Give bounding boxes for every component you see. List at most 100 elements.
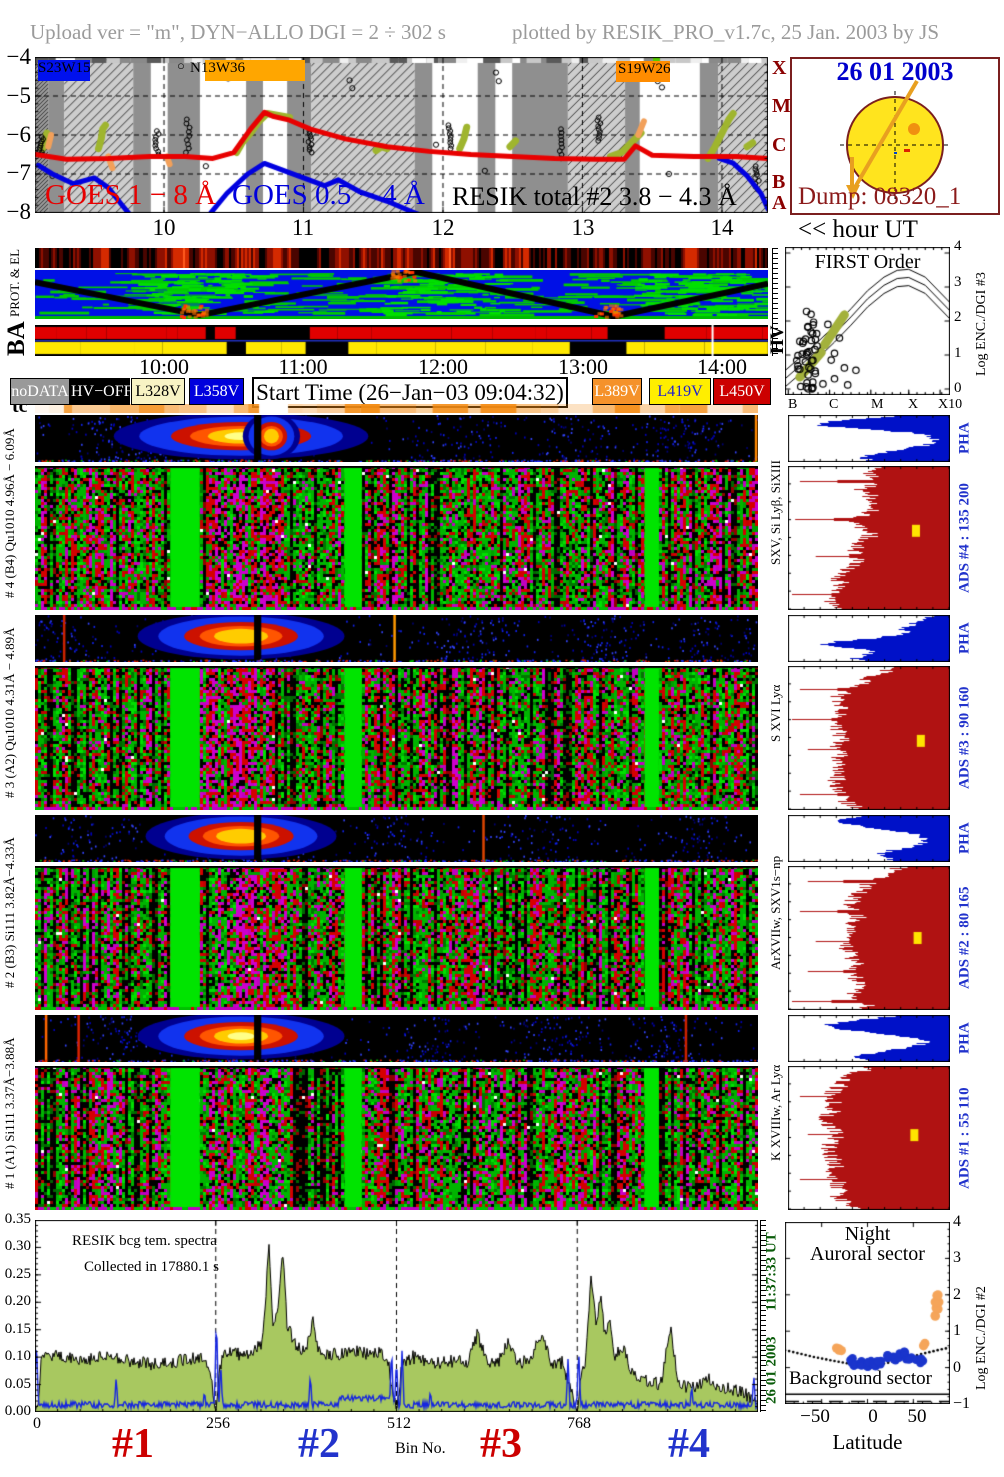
ads-histogram	[788, 866, 950, 1010]
pha-spectrogram	[35, 615, 758, 662]
tick-ruler-mid	[772, 248, 778, 356]
aurora-xtick-label: 0	[868, 1406, 878, 1427]
goes-class-letter: X	[772, 57, 787, 79]
header-right: plotted by RESIK_PRO_v1.7c, 25 Jan. 2003…	[512, 20, 940, 44]
header-left: Upload ver = "m", DYN−ALLO DGI = 2 ÷ 302…	[30, 20, 446, 44]
legend-key-l358v: L358V	[189, 378, 244, 405]
spectra-note-1: RESIK bcg tem. spectra	[72, 1233, 217, 1249]
pha-axis-label: PHA	[956, 1022, 973, 1055]
hour-ut-label: << hour UT	[798, 216, 918, 243]
time-axis-label: 10:00	[138, 354, 190, 379]
time-axis-label: 14:00	[696, 354, 748, 379]
proton-electron-strip	[35, 248, 768, 268]
legend-key-l389v: L389V	[592, 378, 642, 405]
ads-axis-label: ADS #1 : 55 110	[956, 1087, 973, 1189]
channel-line-label: ArXVIIw, SXV1s−np	[768, 855, 783, 971]
circle-marker: ○	[177, 58, 185, 73]
goes-ytick-label: −6	[6, 121, 31, 147]
active-region-label: S19W26	[618, 61, 671, 77]
ba-status-strip	[35, 325, 768, 356]
ads-axis-label: ADS #3 : 90 160	[956, 686, 973, 790]
resik-total-label: RESIK total #2 3.8 − 4.3 Å	[452, 182, 737, 211]
channel-segment-label: #3	[480, 1421, 522, 1467]
spectra-xtick-label: 768	[567, 1415, 591, 1432]
ads-spectrogram	[35, 866, 758, 1010]
goes-ytick-label: −4	[6, 44, 31, 69]
goes-hour-tick-label: 12	[431, 215, 455, 240]
spectra-date-label: 26 01 2003	[763, 1336, 780, 1404]
spectra-xtick-label: 512	[387, 1415, 411, 1432]
aurora-title-2: Auroral sector	[810, 1243, 925, 1265]
goes-class-letter: A	[772, 192, 787, 214]
channel-segment-label: #1	[112, 1421, 154, 1467]
tc-temperature-strip	[35, 404, 758, 413]
time-axis-label: 12:00	[417, 354, 469, 379]
goes-hour-tick-label: 10	[152, 215, 176, 240]
aurora-ytick-label: 1	[953, 1322, 961, 1340]
goes-ytick-label: −8	[6, 199, 31, 224]
first-order-ytick-label: 0	[954, 380, 962, 396]
aurora-ylabel: Log ENC./DGI #2	[974, 1286, 989, 1390]
spectra-ytick-label: 0.15	[4, 1320, 31, 1337]
aurora-ytick-label: −1	[953, 1395, 971, 1412]
goes-ytick-label: −7	[6, 160, 31, 186]
spectra-xtick-label: 256	[206, 1415, 230, 1432]
legend-key-hvoff: HV−OFF	[70, 378, 132, 405]
spectra-note-2: Collected in 17880.1 s	[84, 1259, 219, 1275]
first-order-ylabel: Log ENC./DGI #3	[974, 272, 989, 376]
legend-key-l419v: L419V	[649, 378, 711, 405]
first-order-xletter: C	[829, 397, 839, 412]
legend-key-nodata: noDATA	[10, 378, 70, 405]
aurora-xtick-label: −50	[800, 1406, 830, 1427]
spectra-ytick-label: 0.35	[4, 1211, 31, 1227]
pha-histogram	[788, 1015, 950, 1062]
spectra-ytick-label: 0.05	[4, 1375, 31, 1392]
ba-label: BA	[3, 321, 30, 357]
channel-left-label: # 2 (B3) Si111 3.82Å−4.33Å	[2, 837, 17, 989]
active-region-label: N13W36	[190, 60, 245, 76]
ads-spectrogram	[35, 666, 758, 810]
prot-el-label: PROT. & EL	[7, 249, 22, 318]
active-region-box	[205, 60, 305, 81]
spectra-time-label: 11:37:33 UT	[763, 1232, 780, 1312]
goes-class-letter: M	[772, 95, 791, 117]
legend-key-l328v: L328V	[131, 378, 185, 405]
auroral-sector-scatter-plot	[785, 1222, 950, 1404]
goes-class-letter: B	[772, 171, 786, 193]
spectra-ytick-label: 0.30	[4, 1238, 31, 1255]
latitude-label: Latitude	[832, 1430, 903, 1454]
channel-segment-label: #4	[668, 1421, 710, 1467]
active-region-box	[616, 61, 670, 82]
start-time-box: Start Time (26−Jan−03 09:04:32)	[252, 377, 568, 408]
first-order-xletter: X10	[938, 397, 963, 412]
channel-segment-label: #2	[298, 1421, 340, 1467]
time-axis-label: 13:00	[557, 354, 609, 379]
goes-long-label: GOES 1 − 8 Å	[45, 179, 217, 211]
spectra-ytick-label: 0.20	[4, 1293, 31, 1310]
first-order-xletter: B	[788, 397, 798, 412]
tick-ruler-bottom	[760, 1220, 766, 1412]
pha-histogram	[788, 415, 950, 462]
pha-spectrogram	[35, 815, 758, 862]
background-sector-label: Background sector	[789, 1368, 932, 1389]
spectra-ytick-label: 0.10	[4, 1348, 31, 1365]
ads-axis-label: ADS #4 : 135 200	[956, 483, 973, 594]
ads-histogram	[788, 666, 950, 810]
first-order-xletter: X	[908, 397, 919, 412]
ads-histogram	[788, 466, 950, 610]
sun-disk-graphic	[840, 79, 950, 199]
aurora-xtick-label: 50	[907, 1406, 927, 1427]
channel-left-label: # 3 (A2) Qu1010 4.31Å − 4.89Å	[2, 627, 17, 799]
time-axis-label: 11:00	[278, 354, 328, 379]
goes-hour-tick-label: 11	[291, 215, 315, 240]
active-region-box	[38, 60, 90, 81]
channel-line-label: K XVIIIw, Ar Lyα	[768, 1064, 783, 1162]
goes-hour-tick-label: 13	[571, 215, 595, 240]
aurora-ytick-label: 3	[953, 1249, 961, 1267]
sun-date: 26 01 2003	[836, 57, 954, 86]
first-order-ytick-label: 3	[954, 274, 962, 290]
ads-spectrogram	[35, 1066, 758, 1210]
background-spectra-plot	[35, 1220, 758, 1412]
first-order-ytick-label: 2	[954, 309, 962, 325]
